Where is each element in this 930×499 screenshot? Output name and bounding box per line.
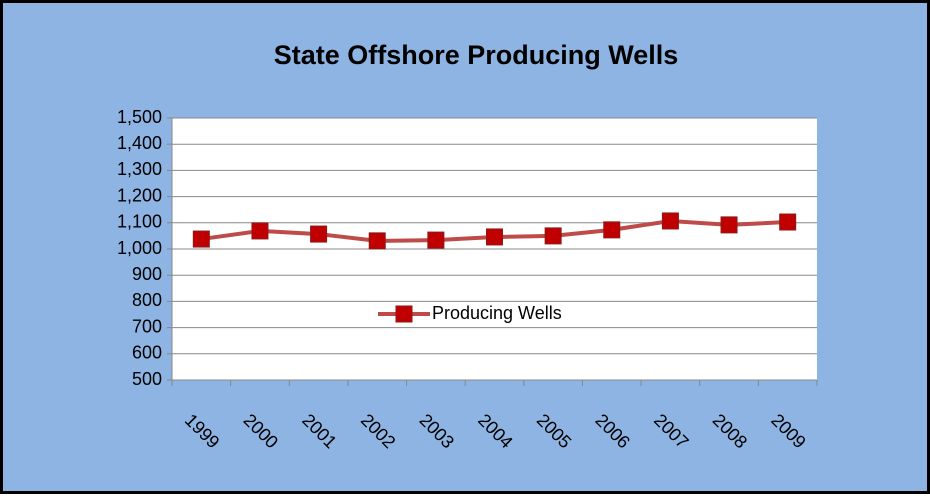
y-tick-label: 1,300 [117,159,162,179]
marker [544,227,562,245]
y-tick-label: 1,100 [117,212,162,232]
marker [310,225,328,243]
y-tick-label: 1,500 [117,107,162,127]
marker [779,213,797,231]
y-tick-label: 1,200 [117,185,162,205]
marker [251,222,269,240]
marker [192,230,210,248]
marker [720,216,738,234]
y-tick-label: 600 [132,343,162,363]
chart-title: State Offshore Producing Wells [274,40,679,70]
y-tick-label: 900 [132,264,162,284]
y-tick-label: 1,400 [117,133,162,153]
marker [603,221,621,239]
legend-label: Producing Wells [432,303,562,323]
marker [661,212,679,230]
marker [427,231,445,249]
y-tick-label: 500 [132,369,162,389]
y-tick-label: 700 [132,316,162,336]
marker [368,232,386,250]
y-tick-label: 800 [132,290,162,310]
y-tick-label: 1,000 [117,238,162,258]
marker [486,228,503,246]
legend-marker [395,305,413,323]
